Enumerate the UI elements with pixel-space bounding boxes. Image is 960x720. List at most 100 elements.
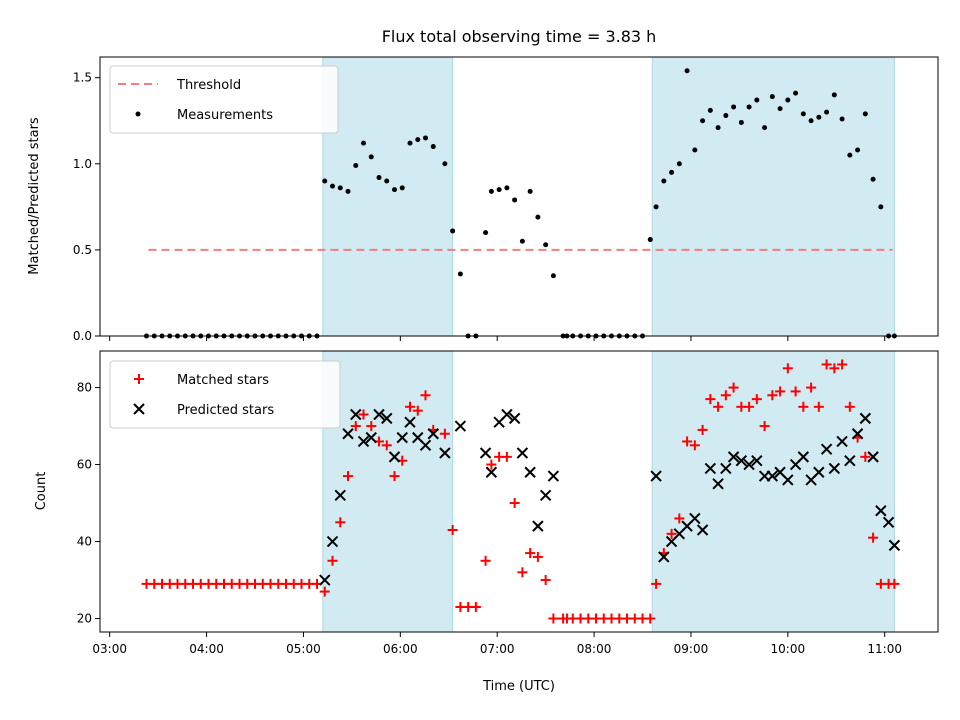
matched-star-point: [389, 471, 400, 482]
predicted-star-point: [388, 451, 401, 463]
matched-star-point: [689, 440, 700, 451]
measurement-point: [816, 114, 822, 120]
predicted-star-point: [485, 466, 498, 478]
measurement-point: [392, 187, 398, 193]
measurement-points: [144, 68, 897, 339]
matched-star-point: [782, 363, 793, 374]
matched-star-point: [358, 409, 369, 420]
measurement-point: [839, 116, 845, 122]
predicted-star-point: [859, 412, 872, 425]
measurement-point: [353, 163, 359, 168]
predicted-star-point: [828, 462, 841, 475]
measurement-point: [361, 140, 367, 146]
predicted-star-point: [373, 408, 385, 421]
shaded-interval: [322, 56, 454, 337]
x-tick-label: 03:00: [92, 642, 127, 656]
measurement-point: [488, 188, 494, 194]
measurement-point: [535, 214, 541, 220]
y-tick-label: 0.5: [73, 243, 92, 257]
matched-star-point: [480, 555, 491, 566]
legend-measurement-swatch: [135, 111, 141, 117]
measurement-point: [723, 113, 729, 119]
measurement-point: [423, 135, 429, 141]
measurement-point: [543, 242, 549, 248]
measurement-point: [862, 111, 868, 117]
matched-star-point: [759, 421, 770, 432]
bottom-legend: Matched stars Predicted stars: [109, 360, 341, 429]
predicted-star-point: [704, 462, 717, 475]
bottom-y-ticks: 20 40 60 80: [77, 381, 100, 626]
y-tick-label: 0.0: [73, 329, 92, 343]
matched-star-point: [412, 405, 423, 416]
measurement-point: [653, 204, 659, 210]
predicted-star-point: [357, 435, 370, 448]
matched-star-point: [697, 424, 708, 435]
measurement-point: [376, 175, 382, 181]
top-panel: 0.0 0.5 1.0 1.5 Matched/Predicted stars Thr…: [27, 56, 939, 343]
predicted-star-point: [743, 458, 755, 471]
measurement-point: [337, 185, 343, 191]
x-tick-label: 05:00: [286, 642, 321, 656]
x-tick-label: 10:00: [771, 642, 806, 656]
x-tick-label: 09:00: [674, 642, 709, 656]
measurement-point: [527, 188, 533, 194]
chart-title: Flux total observing time = 3.83 h: [382, 27, 657, 46]
x-tick-label: 08:00: [577, 642, 612, 656]
measurement-point: [345, 188, 351, 194]
shaded-interval: [651, 56, 895, 337]
y-tick-label: 60: [77, 458, 92, 472]
legend-plus-marker: [134, 374, 144, 384]
predicted-star-point: [727, 451, 740, 463]
measurement-point: [785, 97, 791, 103]
predicted-star-point: [658, 551, 670, 563]
predicted-star-point: [735, 454, 748, 467]
matched-star-point: [470, 601, 481, 612]
matched-star-point: [821, 359, 832, 370]
measurement-point: [793, 90, 799, 96]
bottom-y-axis-label: Count: [34, 472, 49, 511]
predicted-star-point: [836, 435, 848, 448]
measurement-point: [399, 185, 405, 191]
top-y-axis-label: Matched/Predicted stars: [27, 117, 42, 275]
matched-star-point: [806, 382, 817, 393]
predicted-star-point: [524, 466, 536, 478]
matched-star-point: [682, 436, 693, 447]
measurement-point: [430, 144, 436, 150]
y-tick-label: 80: [77, 381, 92, 395]
predicted-star-point: [342, 428, 354, 440]
predicted-star-point: [712, 478, 724, 490]
measurement-point: [800, 111, 806, 117]
matched-star-point: [889, 578, 900, 589]
matched-star-point: [705, 394, 716, 405]
measurement-point: [322, 178, 328, 184]
predicted-star-point: [516, 447, 529, 459]
measurement-point: [661, 178, 667, 184]
predicted-star-point: [396, 431, 408, 444]
matched-star-point: [775, 386, 786, 397]
measurement-point: [457, 271, 463, 277]
measurement-point: [769, 94, 775, 100]
matched-star-point: [335, 517, 346, 528]
legend-predicted-swatch: [133, 403, 145, 415]
measurement-point: [368, 154, 374, 160]
matched-star-point: [548, 613, 559, 624]
measurement-point: [808, 118, 814, 124]
measurement-point: [442, 161, 448, 167]
matched-star-point: [319, 586, 330, 597]
matched-star-point: [439, 428, 450, 439]
matched-star-point: [728, 382, 739, 393]
predicted-star-point: [689, 512, 701, 525]
matched-star-point: [645, 613, 656, 624]
matched-star-point: [844, 401, 855, 412]
predicted-star-point: [888, 539, 901, 552]
matched-star-point: [501, 451, 512, 462]
predicted-star-point: [650, 470, 662, 482]
top-plot-frame: [99, 56, 939, 337]
x-tick-label: 04:00: [189, 642, 224, 656]
measurement-point: [384, 178, 390, 184]
measurement-point: [707, 107, 713, 113]
measurement-point: [504, 185, 510, 191]
matched-star-point: [813, 401, 824, 412]
measurement-point: [738, 119, 744, 125]
